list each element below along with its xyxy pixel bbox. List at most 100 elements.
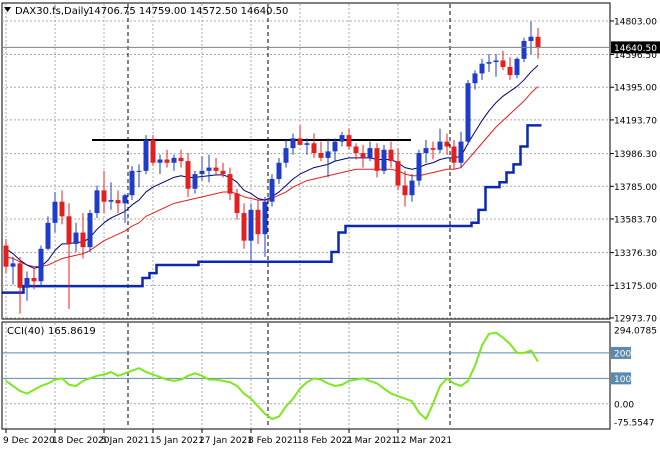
time-label: 12 Mar 2021 bbox=[395, 436, 452, 446]
candle-body bbox=[220, 170, 226, 175]
candle-body bbox=[374, 148, 380, 171]
candle bbox=[3, 239, 9, 274]
price-tick-label: 14193.70 bbox=[614, 116, 657, 126]
current-price-label: 14640.50 bbox=[614, 44, 657, 54]
trailing-stop-path bbox=[2, 124, 542, 294]
candle bbox=[108, 182, 114, 210]
candle-body bbox=[500, 60, 506, 67]
candle bbox=[493, 53, 499, 77]
candle-body bbox=[66, 216, 72, 244]
candle-body bbox=[262, 201, 268, 235]
candle-body bbox=[248, 209, 254, 241]
candle bbox=[185, 152, 191, 197]
candle-body bbox=[38, 248, 44, 282]
candle-body bbox=[17, 263, 23, 288]
candle-body bbox=[332, 141, 338, 152]
candle-body bbox=[213, 167, 219, 171]
candle bbox=[367, 141, 373, 162]
cci-tick-label: 294.0785 bbox=[614, 327, 657, 337]
candle-body bbox=[150, 140, 156, 163]
indicator-pane-frame bbox=[1, 321, 611, 430]
price-tick-label: 14395.00 bbox=[614, 84, 657, 94]
price-tick-label: 14803.00 bbox=[614, 18, 657, 28]
candle-body bbox=[388, 149, 394, 162]
candle bbox=[465, 79, 471, 145]
candle bbox=[353, 143, 359, 160]
cci-tick-label: -75.5547 bbox=[614, 419, 654, 429]
time-label: 5 Jan 2021 bbox=[101, 436, 149, 446]
candle bbox=[437, 128, 443, 153]
cci-tick-label: 0.00 bbox=[614, 400, 634, 410]
candle-body bbox=[416, 152, 422, 181]
cci-line-path bbox=[5, 331, 539, 421]
candle bbox=[31, 268, 37, 290]
time-label: 15 Jan 2021 bbox=[150, 436, 204, 446]
candle bbox=[59, 190, 65, 225]
price-tick-label: 14596.50 bbox=[614, 51, 657, 61]
candle-body bbox=[94, 190, 100, 214]
candle-body bbox=[409, 180, 415, 196]
candle bbox=[430, 141, 436, 160]
ohlc-values: 14706.75 14759.00 14572.50 14640.50 bbox=[88, 6, 288, 17]
candle bbox=[24, 271, 30, 301]
dropdown-arrow-icon[interactable] bbox=[4, 7, 11, 12]
candle-body bbox=[458, 141, 464, 163]
candle bbox=[66, 203, 72, 309]
candle bbox=[451, 140, 457, 170]
candle bbox=[150, 135, 156, 166]
time-label: 18 Dec 2020 bbox=[52, 436, 110, 446]
candle bbox=[136, 164, 142, 188]
level-tag bbox=[611, 372, 631, 385]
candle-body bbox=[59, 201, 65, 217]
candle-body bbox=[528, 36, 534, 41]
candle bbox=[521, 37, 527, 63]
candle bbox=[73, 222, 79, 253]
candle bbox=[346, 128, 352, 150]
candlesticks bbox=[3, 21, 541, 314]
candle bbox=[388, 141, 394, 168]
symbol-label: DAX30.fs,Daily bbox=[15, 6, 89, 17]
ema-fast-path bbox=[5, 64, 539, 269]
candle bbox=[192, 170, 198, 194]
candle-body bbox=[367, 148, 373, 158]
candle bbox=[479, 58, 485, 80]
candle-body bbox=[227, 174, 233, 194]
candle bbox=[17, 256, 23, 314]
candle bbox=[101, 170, 107, 214]
cci-tick-label: 200 bbox=[614, 349, 631, 359]
candle bbox=[318, 141, 324, 162]
candle-body bbox=[360, 152, 366, 158]
candle-body bbox=[346, 135, 352, 147]
candle bbox=[87, 209, 93, 253]
candle bbox=[409, 174, 415, 202]
candle bbox=[262, 196, 268, 257]
candle-body bbox=[402, 185, 408, 196]
candle bbox=[332, 138, 338, 162]
candle bbox=[115, 190, 121, 214]
candle-body bbox=[241, 213, 247, 241]
candle bbox=[206, 154, 212, 183]
candle-body bbox=[115, 200, 121, 204]
candle bbox=[381, 144, 387, 175]
candle bbox=[472, 70, 478, 90]
fast-moving-average bbox=[5, 64, 539, 269]
candle-body bbox=[339, 135, 345, 142]
candle bbox=[423, 140, 429, 163]
candle-body bbox=[318, 152, 324, 158]
candle-body bbox=[87, 213, 93, 248]
candle bbox=[10, 256, 16, 285]
candle bbox=[45, 216, 51, 251]
candle-body bbox=[255, 209, 261, 235]
price-tick-label: 13583.70 bbox=[614, 215, 657, 225]
candle bbox=[52, 191, 58, 233]
price-tick-label: 13175.00 bbox=[614, 282, 657, 292]
time-label: 2 Mar 2021 bbox=[346, 436, 397, 446]
candle bbox=[178, 149, 184, 168]
candle bbox=[80, 213, 86, 259]
candle-body bbox=[164, 159, 170, 163]
candle-body bbox=[493, 60, 499, 63]
price-tick-label: 12973.70 bbox=[614, 315, 657, 325]
time-label: 9 Dec 2020 bbox=[3, 436, 55, 446]
